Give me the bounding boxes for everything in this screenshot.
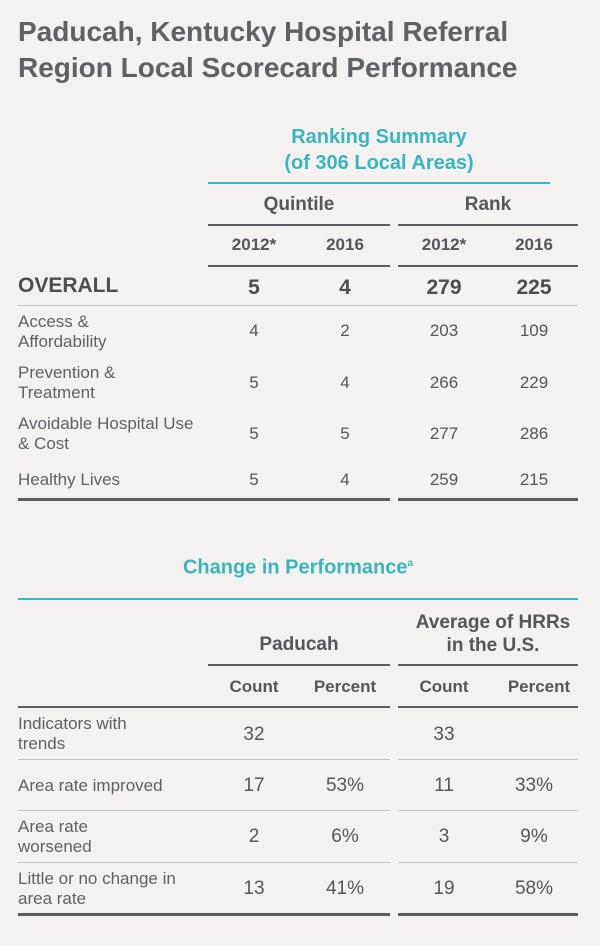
healthy-rank-2012: 259 <box>429 470 459 489</box>
change-performance-heading-text: Change in Performance <box>182 556 408 579</box>
paducah-header: Paducah <box>259 634 339 655</box>
prevention-quintile-2012: 5 <box>249 373 259 392</box>
us-percent-header: Percent <box>507 677 571 696</box>
area-rate-worsened-label: Area rate worsened <box>18 817 92 856</box>
avoidable-quintile-2012: 5 <box>249 424 259 443</box>
access-quintile-2016: 2 <box>340 321 350 340</box>
change-table-header-rule-left <box>18 706 390 708</box>
nochange-paducah-percent: 41% <box>325 878 365 899</box>
prevention-rank-2012: 266 <box>429 373 459 392</box>
change-table-bottom-left <box>18 913 390 916</box>
change-performance-heading: Change in Performancea <box>18 551 578 581</box>
indicators-us-count: 33 <box>433 724 455 745</box>
healthy-quintile-2016: 4 <box>340 470 350 489</box>
improved-us-percent: 33% <box>514 775 554 796</box>
area-rate-improved-label: Area rate improved <box>18 776 163 795</box>
little-or-no-change-label: Little or no change in area rate <box>18 869 176 908</box>
indicators-row-rule-left <box>18 759 390 760</box>
healthy-rank-2016: 215 <box>519 470 549 489</box>
rank-header-rule <box>398 224 578 226</box>
quintile-year-rule <box>208 265 390 267</box>
improved-paducah-percent: 53% <box>325 775 365 796</box>
quintile-year-2012: 2012* <box>231 235 277 254</box>
ranking-table-bottom-right <box>398 498 578 501</box>
quintile-header-rule <box>208 224 390 226</box>
ranking-summary-heading: Ranking Summary (of 306 Local Areas) <box>208 124 550 176</box>
ranking-summary-heading-line1: Ranking Summary <box>291 126 467 148</box>
avoidable-rank-2012: 277 <box>429 424 459 443</box>
indicators-paducah-count: 32 <box>243 724 265 745</box>
nochange-us-count: 19 <box>433 878 455 899</box>
avoidable-rank-2016: 286 <box>519 424 549 443</box>
nochange-paducah-count: 13 <box>243 878 265 899</box>
us-count-header: Count <box>419 677 469 696</box>
worsened-us-percent: 9% <box>520 826 548 847</box>
us-average-header-rule <box>398 664 578 666</box>
rank-year-rule <box>398 265 578 267</box>
rank-year-2012: 2012* <box>421 235 467 254</box>
ranking-summary-heading-line2: (of 306 Local Areas) <box>284 152 474 174</box>
overall-rank-2016: 225 <box>516 276 552 299</box>
access-rank-2016: 109 <box>519 321 549 340</box>
us-average-header: Average of HRRs in the U.S. <box>398 611 588 657</box>
overall-rank-2012: 279 <box>426 276 462 299</box>
rank-year-2016: 2016 <box>515 235 553 254</box>
healthy-lives-label: Healthy Lives <box>18 470 121 489</box>
change-performance-footnote-mark: a <box>407 558 414 569</box>
healthy-quintile-2012: 5 <box>249 470 259 489</box>
nochange-us-percent: 58% <box>514 878 554 899</box>
improved-row-rule-left <box>18 810 390 811</box>
overall-label: OVERALL <box>18 274 119 297</box>
overall-row-rule <box>18 305 578 306</box>
overall-quintile-2012: 5 <box>248 276 260 299</box>
change-table-bottom-right <box>398 913 578 916</box>
worsened-us-count: 3 <box>438 826 450 847</box>
change-performance-divider <box>18 598 578 600</box>
rank-header: Rank <box>464 194 512 215</box>
access-affordability-label: Access & Affordability <box>18 312 107 351</box>
indicators-with-trends-label: Indicators with trends <box>18 714 127 753</box>
ranking-summary-divider <box>208 182 550 184</box>
us-average-header-line2: in the U.S. <box>446 635 540 656</box>
access-rank-2012: 203 <box>429 321 459 340</box>
worsened-row-rule-left <box>18 862 390 863</box>
ranking-table-bottom-left <box>18 498 390 501</box>
worsened-paducah-count: 2 <box>248 826 260 847</box>
worsened-row-rule-right <box>398 862 578 863</box>
us-average-header-line1: Average of HRRs <box>415 612 571 633</box>
prevention-quintile-2016: 4 <box>340 373 350 392</box>
improved-row-rule-right <box>398 810 578 811</box>
indicators-row-rule-right <box>398 759 578 760</box>
prevention-treatment-label: Prevention & Treatment <box>18 363 116 402</box>
worsened-paducah-percent: 6% <box>331 826 359 847</box>
overall-quintile-2016: 4 <box>339 276 351 299</box>
improved-us-count: 11 <box>434 775 454 796</box>
paducah-percent-header: Percent <box>313 677 377 696</box>
paducah-header-rule <box>208 664 390 666</box>
prevention-rank-2016: 229 <box>519 373 549 392</box>
quintile-header: Quintile <box>263 194 335 215</box>
change-table-header-rule-right <box>398 706 578 708</box>
paducah-count-header: Count <box>229 677 279 696</box>
access-quintile-2012: 4 <box>249 321 259 340</box>
page-title: Paducah, Kentucky Hospital Referral Regi… <box>18 16 518 83</box>
avoidable-hospital-use-label: Avoidable Hospital Use & Cost <box>18 414 194 453</box>
avoidable-quintile-2016: 5 <box>340 424 350 443</box>
improved-paducah-count: 17 <box>243 775 265 796</box>
quintile-year-2016: 2016 <box>326 235 364 254</box>
